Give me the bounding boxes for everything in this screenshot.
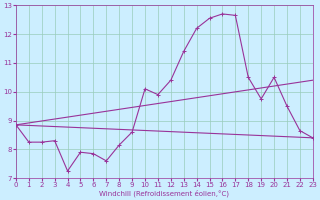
X-axis label: Windchill (Refroidissement éolien,°C): Windchill (Refroidissement éolien,°C) (100, 190, 229, 197)
